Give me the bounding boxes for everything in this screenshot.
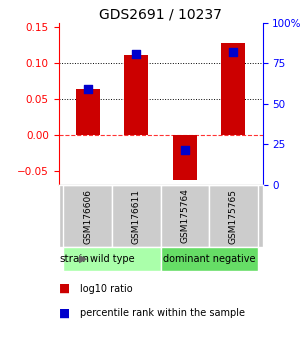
Point [182, 147, 187, 153]
Text: GSM175764: GSM175764 [180, 189, 189, 244]
Bar [221, 43, 245, 135]
Title: GDS2691 / 10237: GDS2691 / 10237 [99, 8, 222, 22]
Text: ■: ■ [58, 307, 70, 320]
Text: percentile rank within the sample: percentile rank within the sample [80, 308, 244, 318]
Text: log10 ratio: log10 ratio [80, 284, 132, 293]
Bar [160, 247, 258, 271]
Bar [209, 185, 258, 247]
Bar [172, 135, 197, 180]
Bar [63, 247, 160, 271]
Text: ■: ■ [58, 282, 70, 295]
Text: GSM176611: GSM176611 [132, 189, 141, 244]
Text: strain: strain [59, 254, 89, 264]
Text: GSM176606: GSM176606 [83, 189, 92, 244]
Text: dominant negative: dominant negative [163, 254, 255, 264]
Bar [76, 89, 100, 135]
Point [85, 86, 90, 91]
Text: GSM175765: GSM175765 [229, 189, 238, 244]
Point [231, 49, 236, 55]
Bar [160, 185, 209, 247]
Bar [63, 185, 112, 247]
Bar [124, 55, 148, 135]
Point [134, 51, 139, 57]
Text: wild type: wild type [90, 254, 134, 264]
Text: ▶: ▶ [79, 254, 87, 264]
Bar [112, 185, 160, 247]
